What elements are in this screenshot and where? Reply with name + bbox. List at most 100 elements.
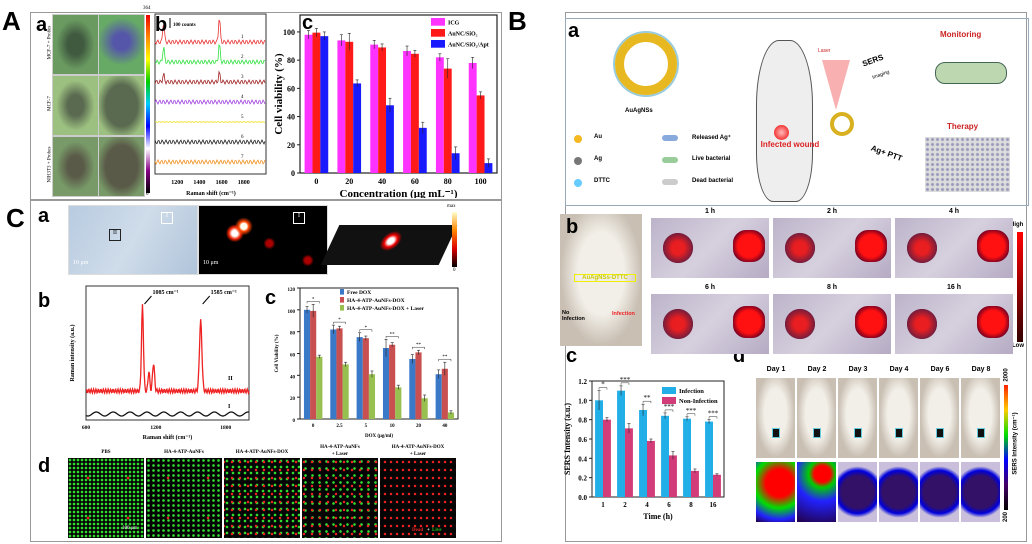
time-label: 1 h (704, 208, 716, 215)
panel-A-frame (30, 12, 502, 200)
sers-spot-no-infection (907, 309, 937, 339)
y-tick-label: 40 (287, 113, 295, 122)
legend-swatch (340, 305, 344, 311)
panel-C-d-label: d (38, 455, 51, 477)
panel-B-b-label: b (566, 216, 579, 238)
brightfield-cell-image: II I 10 μm (68, 205, 198, 275)
significance-bracket (333, 321, 346, 325)
peak-arrow (202, 295, 211, 305)
panel-C-c-label: c (265, 287, 277, 309)
bar (409, 358, 416, 419)
significance-bracket (598, 387, 608, 390)
spectrum-trace (154, 70, 266, 86)
legend-label: ICG (448, 21, 460, 27)
x-tick-label: 1200 (150, 425, 161, 431)
bar (683, 418, 691, 497)
bar (337, 40, 346, 174)
bar (378, 47, 387, 174)
bar (410, 53, 419, 173)
day-label: Day 6 (930, 366, 950, 373)
spectrum-II (85, 304, 250, 396)
y-tick-label: 0.4 (578, 455, 587, 463)
probe-label: AuAgNSs-DTTC (574, 274, 636, 282)
panel-C-b-label: b (38, 290, 51, 312)
sers-map-image (879, 462, 918, 522)
panel-B-a-frame (565, 18, 1029, 206)
colorbar-max: max (447, 204, 456, 209)
sers-map-image (838, 462, 877, 522)
spectrum-I (85, 411, 250, 417)
dead-bacteria-icon (925, 137, 1010, 192)
colorbar-label: SERS Intensity (cm⁻¹) (1012, 412, 1019, 475)
spectrum-trace (154, 43, 266, 66)
sers-spot-infection (977, 306, 1009, 338)
sers-spot-no-infection (663, 233, 693, 263)
laser-label: Laser (818, 48, 831, 54)
nanoshell-icon (830, 112, 854, 136)
mouse-photo (797, 378, 836, 458)
series-label: I (228, 404, 231, 410)
sers-cell-image (98, 136, 145, 197)
legend-label: Free DOX (347, 290, 371, 296)
series-label: II (228, 376, 233, 382)
legend-label: HA-4-ATP-AuNFs-DOX (347, 298, 405, 304)
x-tick-label: 100 (475, 177, 487, 186)
significance-marker: * (365, 326, 368, 331)
spectrum-trace (154, 159, 266, 165)
brightfield-cell-image (52, 14, 99, 75)
panel-B-a-label: a (568, 20, 580, 42)
legend-icon (574, 157, 582, 165)
bar (418, 127, 427, 173)
y-tick-label: 0.6 (578, 436, 587, 444)
bar (595, 400, 603, 497)
plot-frame (299, 14, 498, 174)
bar (617, 390, 625, 497)
legend-label: AuNC/SiO₂ (448, 32, 478, 38)
sers-cell-image (98, 75, 145, 136)
panel-A-a-label: a (36, 14, 48, 36)
bar (447, 412, 455, 419)
panel-label-B: B (508, 6, 527, 36)
legend-label: Ag (594, 156, 602, 162)
mouse-photo: b AuAgNSs-DTTC No Infection Infection (560, 214, 642, 346)
x-axis-label: Concentration (μg mL⁻¹) (340, 188, 458, 198)
significance-bracket (412, 346, 425, 350)
colorbar-min: 0 (146, 192, 149, 197)
row-label: NIH3T3 + Probes (47, 146, 53, 183)
x-tick-label: 20 (345, 177, 353, 186)
colorbar-min: 200 (1003, 511, 1010, 523)
plot-frame (154, 13, 267, 175)
y-tick-label: 100 (283, 28, 295, 37)
infection-label: Infection (612, 311, 635, 317)
bar (625, 428, 633, 497)
row-label: MCF-7 + Probes (47, 25, 53, 60)
significance-bracket (686, 413, 696, 416)
legend-label: DTTC (594, 178, 610, 184)
significance-bracket (620, 382, 630, 385)
bar (368, 374, 376, 419)
colorbar (1004, 385, 1008, 510)
therapy-label: Therapy (947, 122, 979, 131)
bar (382, 348, 390, 419)
significance-marker: ** (390, 332, 396, 337)
bar (362, 338, 369, 419)
x-tick-label: 40 (442, 424, 448, 429)
peak-label: 1085 cm⁻¹ (152, 290, 178, 296)
peak-label: 1585 cm⁻¹ (211, 290, 237, 296)
y-tick-label: 60 (290, 354, 296, 359)
image-title: HA-4-ATP-AuNFs + Laser (320, 445, 360, 457)
mouse-photo (920, 378, 959, 458)
y-tick-label: 0 (291, 169, 295, 178)
x-tick-label: 40 (378, 177, 386, 186)
x-tick-label: 20 (416, 424, 422, 429)
x-tick-label: 16 (710, 501, 718, 509)
bar (603, 419, 611, 497)
significance-marker: *** (664, 403, 675, 411)
bar (443, 68, 452, 173)
significance-bracket (359, 329, 373, 332)
panel-A-b-label: b (155, 14, 168, 36)
colorbar-min: 0 (453, 268, 456, 273)
wound-region-marker (772, 428, 780, 438)
spectrum-trace (154, 139, 266, 146)
bar (441, 368, 448, 419)
